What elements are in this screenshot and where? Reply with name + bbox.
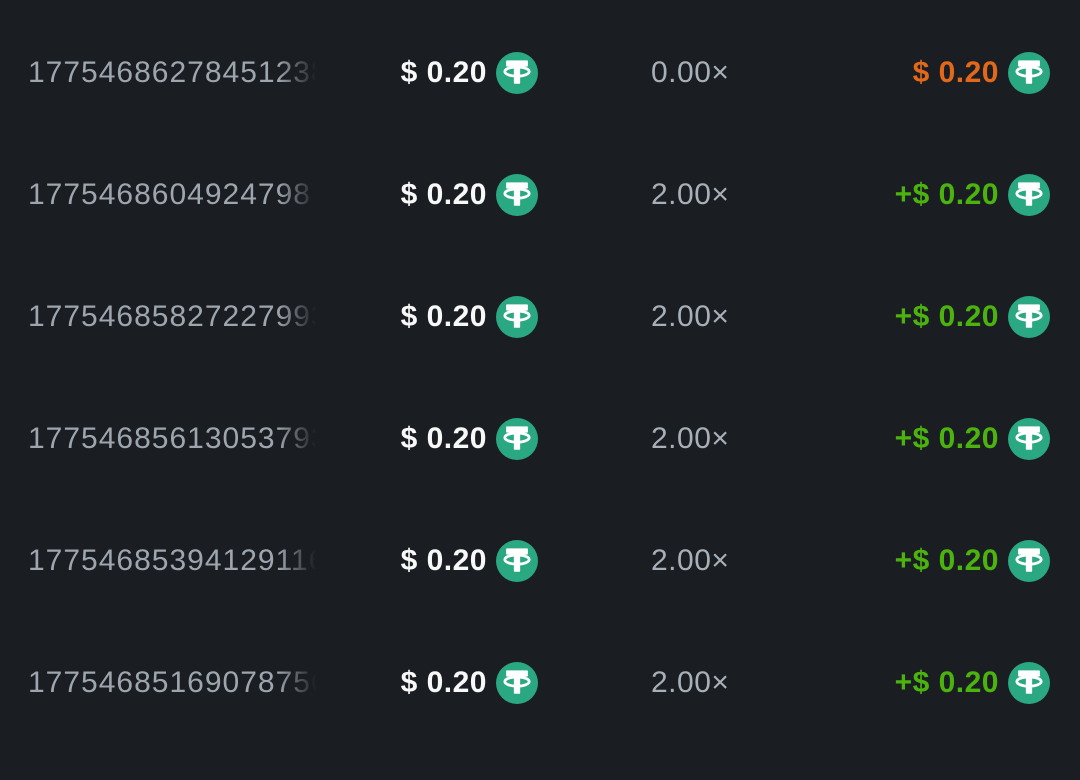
bet-id-text: 17754685394129116 [28, 544, 316, 577]
bet-amount-cell: $ 0.20 [316, 540, 538, 582]
payout-amount: +$ 0.20 [894, 666, 999, 699]
multiplier: 2.00× [651, 422, 730, 455]
tether-icon [1008, 52, 1050, 94]
payout-cell: +$ 0.20 [878, 174, 1050, 216]
payout-cell: +$ 0.20 [878, 540, 1050, 582]
bet-amount-cell: $ 0.20 [316, 662, 538, 704]
tether-icon [1008, 418, 1050, 460]
tether-icon [496, 662, 538, 704]
payout-cell: +$ 0.20 [878, 662, 1050, 704]
bet-amount: $ 0.20 [400, 56, 487, 89]
payout-cell: $ 0.20 [878, 52, 1050, 94]
payout-cell: +$ 0.20 [878, 296, 1050, 338]
bet-amount-cell: $ 0.20 [316, 296, 538, 338]
payout-amount: $ 0.20 [912, 56, 999, 89]
payout-cell: +$ 0.20 [878, 418, 1050, 460]
bet-amount-cell: $ 0.20 [316, 174, 538, 216]
bet-amount-cell: $ 0.20 [316, 52, 538, 94]
bet-id-text: 17754685613053793 [28, 422, 316, 455]
tether-icon [496, 52, 538, 94]
bet-id: 17754685827227993 [28, 300, 316, 334]
tether-icon [496, 174, 538, 216]
bet-row[interactable]: 17754686278451238 $ 0.20 0.00× $ 0.20 [0, 12, 1080, 134]
bet-row[interactable]: 17754685394129116 $ 0.20 2.00× +$ 0.20 [0, 500, 1080, 622]
bet-amount: $ 0.20 [400, 666, 487, 699]
tether-icon [1008, 662, 1050, 704]
bet-row[interactable]: 1775468604924798 $ 0.20 2.00× +$ 0.20 [0, 134, 1080, 256]
bet-row[interactable]: 17754685613053793 $ 0.20 2.00× +$ 0.20 [0, 378, 1080, 500]
payout-amount: +$ 0.20 [894, 544, 999, 577]
tether-icon [496, 540, 538, 582]
bet-id: 17754685394129116 [28, 544, 316, 578]
tether-icon [1008, 540, 1050, 582]
multiplier: 2.00× [651, 544, 730, 577]
multiplier: 2.00× [651, 300, 730, 333]
multiplier: 2.00× [651, 666, 730, 699]
bet-id-text: 17754685827227993 [28, 300, 316, 333]
bet-id-text: 1775468604924798 [28, 178, 311, 211]
bet-id: 17754685169078756 [28, 666, 316, 700]
multiplier: 0.00× [651, 56, 730, 89]
bet-amount: $ 0.20 [400, 544, 487, 577]
bet-amount-cell: $ 0.20 [316, 418, 538, 460]
tether-icon [496, 296, 538, 338]
bet-id: 17754686278451238 [28, 56, 316, 90]
tether-icon [496, 418, 538, 460]
tether-icon [1008, 174, 1050, 216]
bet-amount: $ 0.20 [400, 178, 487, 211]
bet-amount: $ 0.20 [400, 300, 487, 333]
bet-amount: $ 0.20 [400, 422, 487, 455]
bet-row[interactable]: 17754685169078756 $ 0.20 2.00× +$ 0.20 [0, 622, 1080, 744]
bet-id: 17754685613053793 [28, 422, 316, 456]
bet-row[interactable]: 17754685827227993 $ 0.20 2.00× +$ 0.20 [0, 256, 1080, 378]
bets-table: 17754686278451238 $ 0.20 0.00× $ 0.20 [0, 12, 1080, 744]
tether-icon [1008, 296, 1050, 338]
bet-id: 1775468604924798 [28, 178, 316, 212]
multiplier: 2.00× [651, 178, 730, 211]
bet-id-text: 17754686278451238 [28, 56, 316, 89]
payout-amount: +$ 0.20 [894, 178, 999, 211]
bet-id-text: 17754685169078756 [28, 666, 316, 699]
payout-amount: +$ 0.20 [894, 300, 999, 333]
payout-amount: +$ 0.20 [894, 422, 999, 455]
